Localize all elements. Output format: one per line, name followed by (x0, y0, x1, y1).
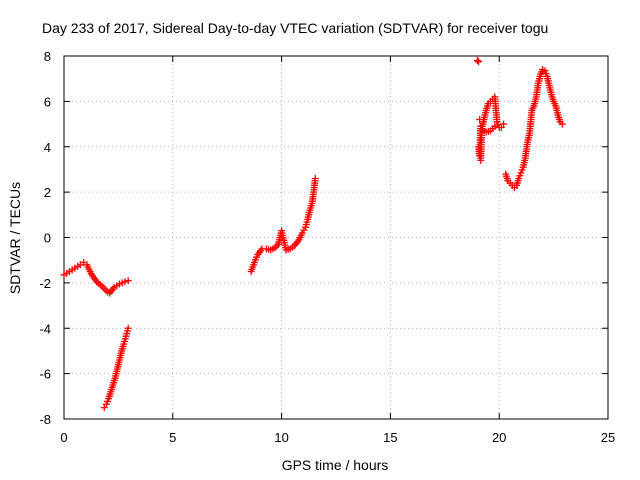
y-tick-label: -2 (39, 276, 51, 291)
data-point-marker (500, 120, 508, 128)
series-arc-2 (100, 324, 132, 412)
data-point-marker (475, 58, 483, 66)
data-marks (60, 57, 566, 412)
x-tick-label: 25 (601, 430, 615, 445)
grid-lines (64, 56, 608, 419)
data-point-marker (124, 324, 132, 332)
x-tick-label: 15 (383, 430, 397, 445)
y-tick-label: 4 (44, 140, 51, 155)
y-tick-label: 6 (44, 94, 51, 109)
y-tick-label: 0 (44, 231, 51, 246)
series-arc-4 (473, 57, 566, 192)
y-tick-label: -6 (39, 367, 51, 382)
y-axis-label: SDTVAR / TECUs (7, 182, 23, 294)
y-tick-label: 8 (44, 49, 51, 64)
data-point-marker (121, 278, 129, 286)
x-tick-label: 20 (492, 430, 506, 445)
y-tick-label: -4 (39, 321, 51, 336)
axis-ticks: 0 5 10 15 20 25 -8 -6 -4 -2 0 2 4 6 8 (39, 49, 615, 445)
data-point-marker (473, 57, 481, 65)
x-tick-label: 10 (274, 430, 288, 445)
series-arc-3 (247, 175, 319, 276)
x-tick-label: 5 (169, 430, 176, 445)
series-arc-1 (60, 258, 132, 297)
data-point-marker (491, 122, 499, 130)
data-point-marker (124, 277, 132, 285)
chart-title: Day 233 of 2017, Sidereal Day-to-day VTE… (42, 20, 548, 36)
data-point-marker (311, 175, 319, 183)
x-axis-label: GPS time / hours (282, 457, 389, 473)
y-tick-label: -8 (39, 412, 51, 427)
data-point-marker (558, 120, 566, 128)
x-tick-label: 0 (60, 430, 67, 445)
y-tick-label: 2 (44, 185, 51, 200)
